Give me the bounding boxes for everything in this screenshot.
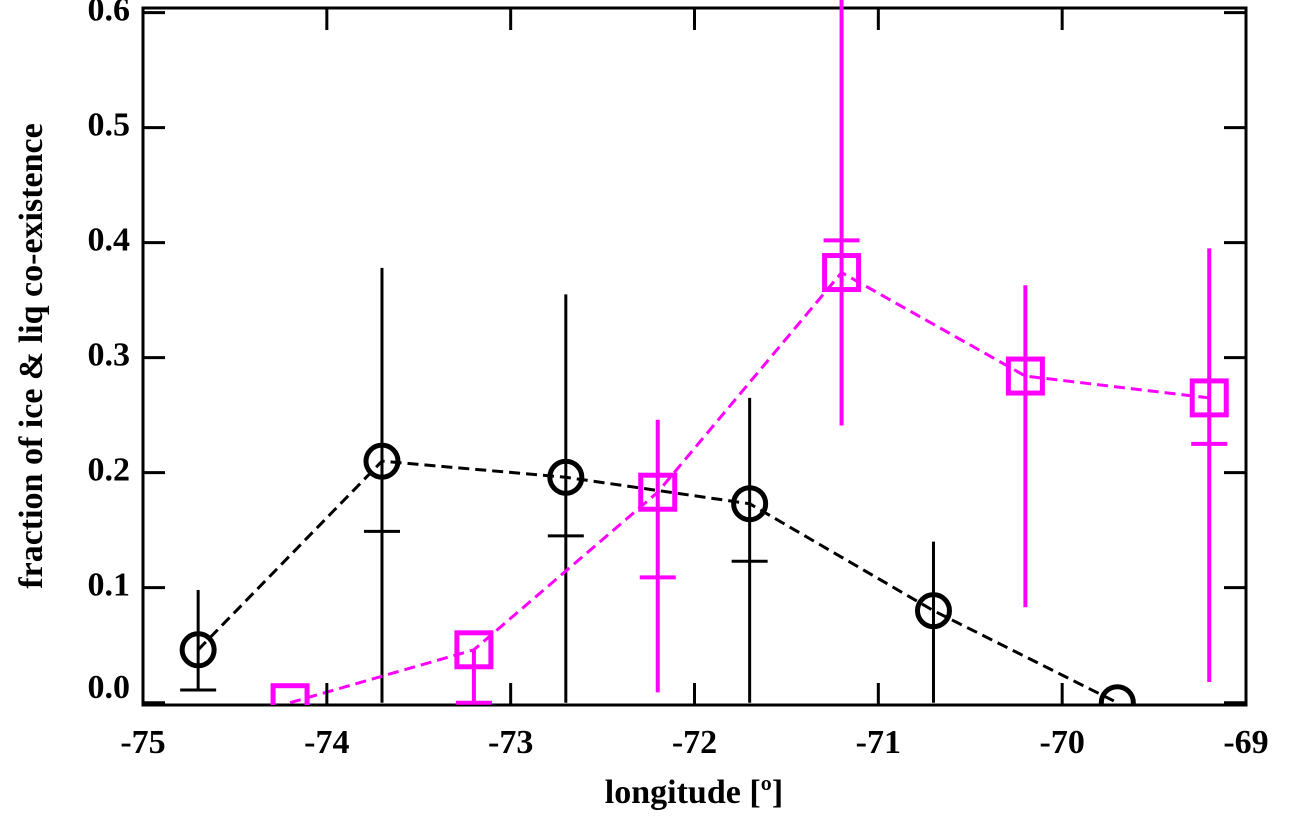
plot-frame [141, 6, 1248, 707]
marker [270, 683, 310, 705]
marker [1005, 356, 1045, 396]
x-tick-label: -72 [672, 724, 717, 761]
y-tick-label: 0.5 [88, 106, 131, 143]
y-tick-label: 0.4 [88, 221, 131, 258]
marker [914, 592, 952, 630]
y-tick-label: 0.0 [88, 669, 131, 706]
y-tick-label: 0.1 [88, 566, 131, 603]
marker [731, 485, 769, 523]
x-tick-label: -71 [856, 724, 901, 761]
x-tick-label: -70 [1040, 724, 1085, 761]
series-line [289, 270, 1210, 705]
x-tick-label: -69 [1223, 724, 1268, 761]
plot-area [179, 0, 1229, 705]
x-tick-label: -74 [304, 724, 349, 761]
x-axis-label: longitude [º] [605, 774, 783, 811]
marker [638, 472, 678, 512]
marker [1098, 684, 1136, 705]
marker [1189, 378, 1229, 418]
marker [179, 631, 217, 669]
y-tick-label: 0.2 [88, 451, 131, 488]
x-tick-label: -73 [488, 724, 533, 761]
marker [363, 442, 401, 480]
y-tick-label: 0.6 [88, 0, 131, 28]
x-tick-label: -75 [120, 724, 165, 761]
marker [547, 458, 585, 496]
y-tick-label: 0.3 [88, 336, 131, 373]
marker [822, 253, 862, 293]
marker [454, 630, 494, 670]
y-axis-label: fraction of ice & liq co-existence [13, 123, 50, 588]
